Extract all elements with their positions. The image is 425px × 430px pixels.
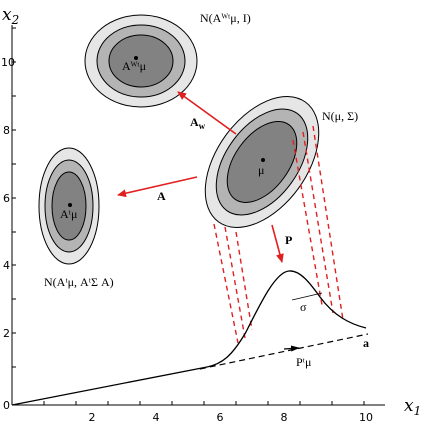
arrows: Aw A P	[117, 91, 292, 263]
projected-density-curve	[11, 270, 367, 406]
dist-left-center-label: Aᵗμ	[60, 207, 77, 221]
x-tick-label: 4	[153, 411, 160, 424]
projection-axis: σ Pᵗμ a	[11, 270, 369, 406]
arrow-a	[117, 176, 198, 198]
arrow-p-label: P	[285, 233, 292, 247]
x-tick-label: 8	[281, 411, 288, 424]
sigma-label: σ	[300, 300, 307, 314]
axes: 2 4 6 8 10 0 2 4 6 8 10 x2 x	[1, 5, 421, 424]
x-tick-label: 6	[217, 411, 224, 424]
x-tick-label: 10	[359, 411, 373, 424]
y-tick-label: 4	[3, 259, 10, 272]
sigma-marker	[291, 292, 323, 301]
mean-point	[261, 158, 265, 162]
proj-mean-label: Pᵗμ	[296, 355, 311, 369]
proj-mean-arrow	[283, 345, 300, 352]
dist-mid-center-label: μ	[258, 163, 264, 177]
dist-top-center-label: Aᵂᵗμ	[122, 59, 146, 73]
mean-point	[134, 56, 138, 60]
y-tick-label: 2	[3, 327, 10, 340]
y-ticks: 0 2 4 6 8 10	[1, 27, 16, 412]
distribution-mid	[204, 96, 320, 228]
y-axis-label: x2	[2, 5, 19, 27]
arrow-aw-label: Aw	[190, 115, 206, 131]
arrow-aw	[177, 91, 237, 135]
distribution-left: Aᵗμ N(Aᵗμ, AᵗΣ A)	[38, 147, 114, 289]
x-ticks: 2 4 6 8 10	[43, 401, 373, 424]
arrow-a-label: A	[157, 189, 166, 203]
y-tick-label: 8	[3, 124, 10, 137]
dist-mid-label: N(μ, Σ)	[322, 109, 358, 123]
y-tick-label: 0	[3, 399, 10, 412]
arrow-p	[271, 224, 284, 263]
y-tick-label: 10	[1, 56, 15, 69]
x-tick-label: 2	[89, 411, 96, 424]
line-a-label: a	[363, 336, 369, 350]
distribution-top: Aᵂᵗμ N(Aᵂᵗμ, I)	[84, 11, 251, 108]
dist-left-label: N(Aᵗμ, AᵗΣ A)	[44, 275, 114, 289]
dist-top-label: N(Aᵂᵗμ, I)	[200, 11, 251, 25]
x-axis-label: x1	[404, 396, 421, 418]
projection-lines	[213, 125, 344, 344]
mean-point	[68, 203, 72, 207]
y-tick-label: 6	[3, 192, 10, 205]
